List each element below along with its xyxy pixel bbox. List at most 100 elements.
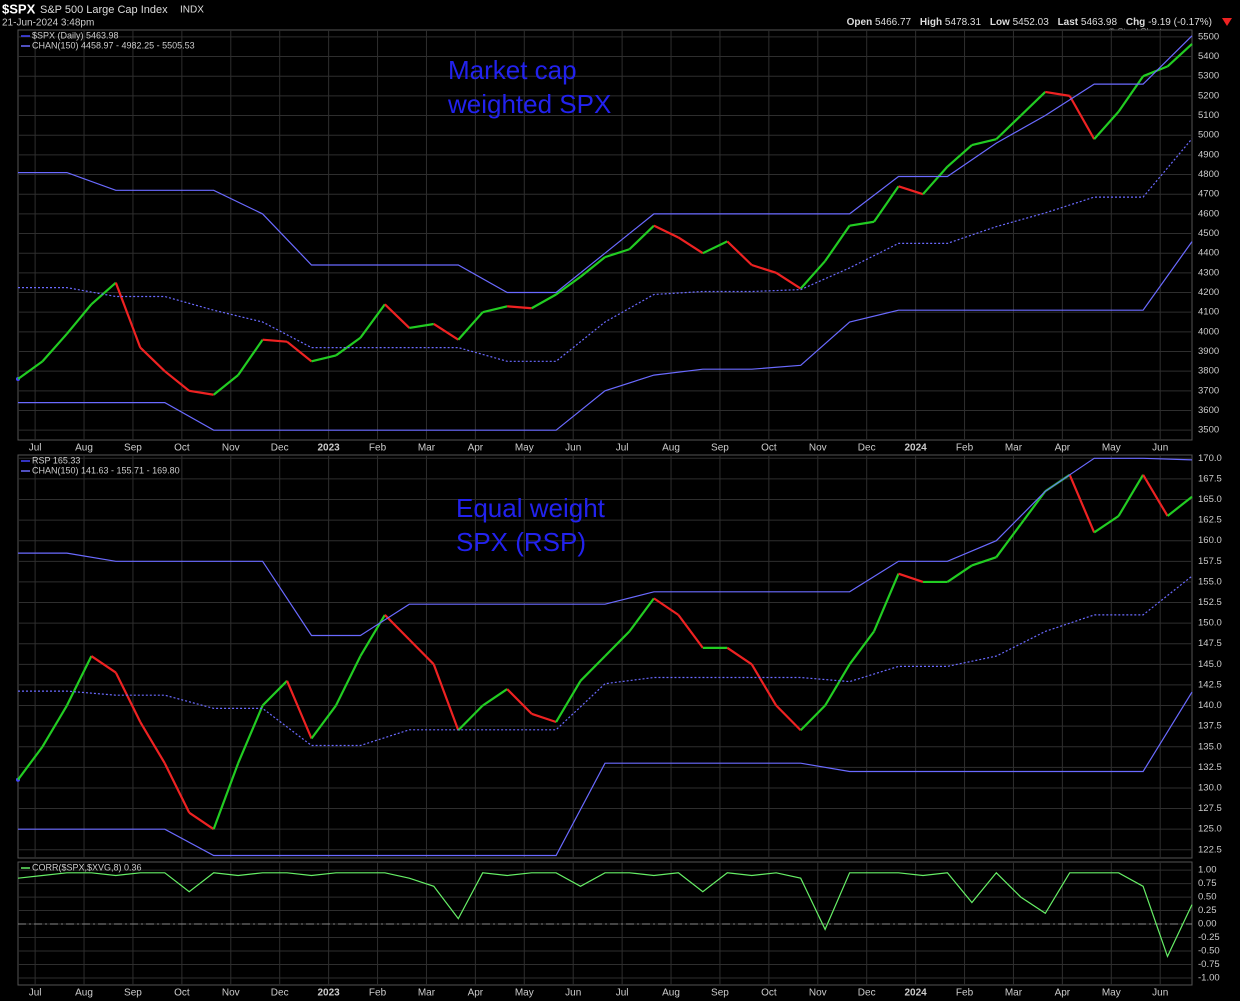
- price-segment: [286, 340, 313, 363]
- price-segment: [237, 339, 264, 376]
- price-segment: [873, 573, 900, 632]
- price-segment: [189, 389, 214, 396]
- price-segment: [653, 597, 679, 616]
- x-tick-label: Nov: [222, 443, 240, 454]
- x-tick-label: Feb: [956, 443, 974, 454]
- x-tick-label: Oct: [174, 443, 190, 454]
- y-tick-label: 4400: [1198, 248, 1219, 259]
- quote-value: 5478.31: [945, 17, 982, 28]
- price-segment: [457, 704, 484, 732]
- y-tick-label: 152.5: [1198, 597, 1222, 608]
- channel-middle: [18, 138, 1193, 362]
- index-name: S&P 500 Large Cap Index: [40, 4, 168, 16]
- y-tick-label: 130.0: [1198, 782, 1222, 793]
- price-segment: [457, 311, 484, 341]
- quote-label: High: [920, 17, 942, 28]
- price-segment: [702, 240, 728, 255]
- price-segment: [433, 323, 459, 341]
- price-segment: [531, 293, 557, 310]
- price-segment: [212, 374, 239, 396]
- price-segment: [1068, 95, 1096, 140]
- price-segment: [1068, 474, 1096, 533]
- price-segment: [90, 655, 117, 674]
- x-tick-label: Nov: [222, 988, 240, 999]
- price-segment: [384, 614, 411, 641]
- price-segment: [775, 704, 802, 732]
- price-segment: [409, 322, 434, 329]
- price-segment: [1093, 110, 1120, 140]
- price-segment: [799, 704, 826, 732]
- y-tick-label: 5400: [1198, 51, 1219, 62]
- price-segment: [775, 271, 802, 290]
- price-segment: [604, 630, 631, 657]
- price-segment: [849, 220, 875, 227]
- price-segment: [946, 144, 973, 168]
- price-segment: [261, 680, 288, 707]
- price-segment: [432, 663, 460, 731]
- y-tick-label: 122.5: [1198, 844, 1222, 855]
- x-tick-label: Feb: [369, 988, 387, 999]
- price-segment: [799, 260, 826, 290]
- x-tick-label: Mar: [1005, 988, 1023, 999]
- y-tick-label: 5500: [1198, 31, 1219, 42]
- x-tick-label: Aug: [662, 443, 680, 454]
- price-segment: [335, 336, 362, 357]
- x-tick-label: Jul: [29, 443, 42, 454]
- y-tick-label: 162.5: [1198, 515, 1222, 526]
- price-segment: [310, 704, 337, 740]
- price-segment: [384, 303, 411, 329]
- x-tick-label: Feb: [369, 443, 387, 454]
- x-tick-label: 2024: [904, 988, 927, 999]
- quote-label: Low: [990, 17, 1010, 28]
- price-segment: [1020, 91, 1047, 117]
- y-tick-label: 3500: [1198, 425, 1219, 436]
- y-tick-label: 132.5: [1198, 762, 1222, 773]
- quote-label: Chg: [1126, 17, 1145, 28]
- quote: Open 5466.77 High 5478.31 Low 5452.03 La…: [847, 17, 1212, 28]
- x-tick-label: Jul: [616, 988, 629, 999]
- x-tick-label: Sep: [711, 443, 729, 454]
- x-tick-label: Dec: [858, 443, 876, 454]
- y-tick-label: -0.50: [1198, 946, 1220, 957]
- price-segment: [90, 281, 117, 306]
- x-tick-label: 2023: [317, 988, 340, 999]
- y-tick-label: 5200: [1198, 90, 1219, 101]
- y-tick-label: 3700: [1198, 385, 1219, 396]
- x-tick-label: Jun: [1152, 443, 1168, 454]
- datetime: 21-Jun-2024 3:48pm: [2, 18, 94, 29]
- channel-lower: [18, 241, 1193, 431]
- channel-upper: [18, 457, 1193, 637]
- quote-value: -9.19 (-0.17%): [1148, 17, 1212, 28]
- x-tick-label: Apr: [468, 443, 484, 454]
- x-tick-label: Aug: [75, 988, 93, 999]
- price-segment: [628, 224, 655, 251]
- price-segment: [824, 225, 851, 262]
- x-tick-label: Aug: [75, 443, 93, 454]
- y-tick-label: 0.25: [1198, 905, 1217, 916]
- x-tick-label: May: [515, 443, 534, 454]
- x-tick-label: Jun: [565, 443, 581, 454]
- y-tick-label: 142.5: [1198, 679, 1222, 690]
- price-segment: [139, 346, 166, 372]
- y-tick-label: 165.0: [1198, 494, 1222, 505]
- price-segment: [628, 597, 655, 633]
- price-segment: [188, 811, 215, 831]
- price-segment: [873, 185, 900, 223]
- price-segment: [1117, 75, 1144, 113]
- y-tick-label: 5000: [1198, 130, 1219, 141]
- price-segment: [946, 564, 973, 583]
- price-segment: [334, 655, 362, 707]
- x-tick-label: May: [1102, 443, 1121, 454]
- price-segment: [237, 705, 264, 764]
- price-segment: [1117, 474, 1145, 517]
- x-tick-label: Jul: [616, 443, 629, 454]
- annotation: Equal weight: [456, 493, 606, 523]
- price-segment: [17, 746, 44, 781]
- x-tick-label: Dec: [271, 988, 289, 999]
- y-tick-label: 4100: [1198, 307, 1219, 318]
- price-segment: [408, 638, 435, 666]
- price-segment: [898, 185, 924, 196]
- x-tick-label: May: [1102, 988, 1121, 999]
- price-segment: [41, 333, 68, 363]
